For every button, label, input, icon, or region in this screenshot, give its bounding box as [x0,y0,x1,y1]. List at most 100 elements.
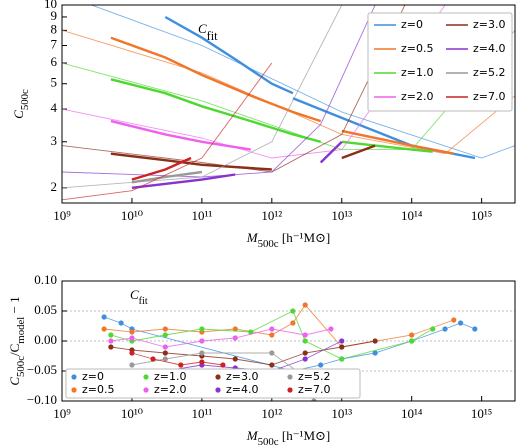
x-tick-label: 10¹¹ [191,208,212,223]
x-axis-label-part: [h⁻¹M⊙] [279,428,331,443]
legend-swatch [143,374,149,380]
legend-label: z=4.0 [473,42,505,55]
y-axis-label-part: /C [7,344,22,356]
data-point [269,326,275,332]
legend-swatch [215,387,221,393]
x-axis-label-part: 500c [258,436,279,446]
series-line [131,352,223,366]
x-tick-label: 10⁹ [53,406,71,421]
x-axis-label-part: 500c [258,238,279,250]
data-point [442,326,448,332]
data-point [118,320,124,326]
y-axis-label: C500c/Cmodel − 1 [7,296,28,385]
data-point [339,344,345,350]
data-point [108,338,114,344]
legend-label: z=0.5 [82,383,114,396]
x-tick-label: 10¹⁴ [401,208,423,223]
model-line [62,62,273,201]
annotation-part: C [198,21,207,36]
data-point [232,356,238,362]
data-point [302,332,308,338]
data-point [162,356,168,362]
legend-label: z=5.2 [298,370,330,383]
legend-label: z=2.0 [401,90,433,103]
data-point [129,362,135,368]
x-tick-label: 10¹⁵ [471,406,492,421]
data-point [232,335,238,341]
x-tick-label: 10¹³ [331,208,352,223]
data-point [409,332,415,338]
x-axis-label: M500c [h⁻¹M⊙] [246,428,330,446]
y-tick-label: 0.00 [34,332,57,347]
legend-label: z=3.0 [226,370,258,383]
y-tick-label: 8 [51,21,58,36]
legend-label: z=0.5 [401,42,433,55]
y-tick-label: −0.10 [27,392,57,407]
legend-label: z=2.0 [154,383,186,396]
data-point [150,356,156,362]
data-point [339,356,345,362]
y-axis-label-part: 500c [19,89,31,110]
data-point [129,335,135,341]
x-tick-label: 10¹² [261,208,282,223]
data-point [108,344,114,350]
annotation-part: fit [139,296,148,307]
data-point [199,338,205,344]
y-tick-label: 3 [51,133,58,148]
legend-label: z=0 [82,370,104,383]
chart: −0.10 −0.05 0.00 0.05 0.10 10⁹ 10¹⁰ 10¹¹ 10¹² 10¹… [7,272,516,446]
legend: z=0z=0.5z=1.0z=2.0z=3.0z=4.0z=5.2z=7.0 [367,12,513,112]
series-line [131,140,343,189]
x-tick-label: 10¹⁰ [121,406,143,421]
y-tick-label: 9 [51,8,58,23]
data-point [129,329,135,335]
data-point [162,344,168,350]
annotation-part: fit [207,29,218,43]
plot-frame [61,4,516,204]
legend-label: z=3.0 [473,18,505,31]
x-tick-label: 10¹⁰ [121,208,143,223]
legend-label: z=7.0 [298,383,330,396]
data-point [220,362,226,368]
legend-swatch [215,374,221,380]
x-tick-label: 10¹¹ [191,406,212,421]
y-axis-label-part: model [15,317,27,344]
y-tick-label: 2 [51,179,58,194]
legend-frame [65,368,361,399]
data-point [162,350,168,356]
series-line [110,36,455,155]
data-point [199,359,205,365]
y-axis-label-part: 500c [15,356,27,377]
legend-frame [367,12,513,112]
data-point [269,332,275,338]
x-axis-label: M500c [h⁻¹M⊙] [246,230,330,251]
legend: z=0z=0.5z=1.0z=2.0z=3.0z=4.0z=5.2z=7.0 [65,368,361,399]
legend-swatch [143,387,149,393]
data-point [451,317,457,323]
data-point [302,350,308,356]
y-tick-label: 0.10 [34,272,57,287]
data-point [108,332,114,338]
y-tick-label: 0.05 [34,302,57,317]
series-line [131,170,203,184]
series-line [110,78,433,153]
data-point [302,302,308,308]
data-point [101,314,107,320]
data-point [457,320,464,326]
data-point [302,338,308,344]
data-point [129,350,135,356]
y-tick-label: 10 [44,0,57,11]
legend-swatch [71,374,77,380]
plot-area [101,302,478,401]
data-point [162,326,168,332]
annotation: Cfit [130,287,148,307]
data-point [199,350,205,356]
annotation: Cfit [198,21,218,43]
legend-label: z=4.0 [226,383,258,396]
data-point [318,362,324,368]
data-point [101,326,107,332]
y-tick-label: 6 [51,54,58,69]
legend-label: z=5.2 [473,66,505,79]
